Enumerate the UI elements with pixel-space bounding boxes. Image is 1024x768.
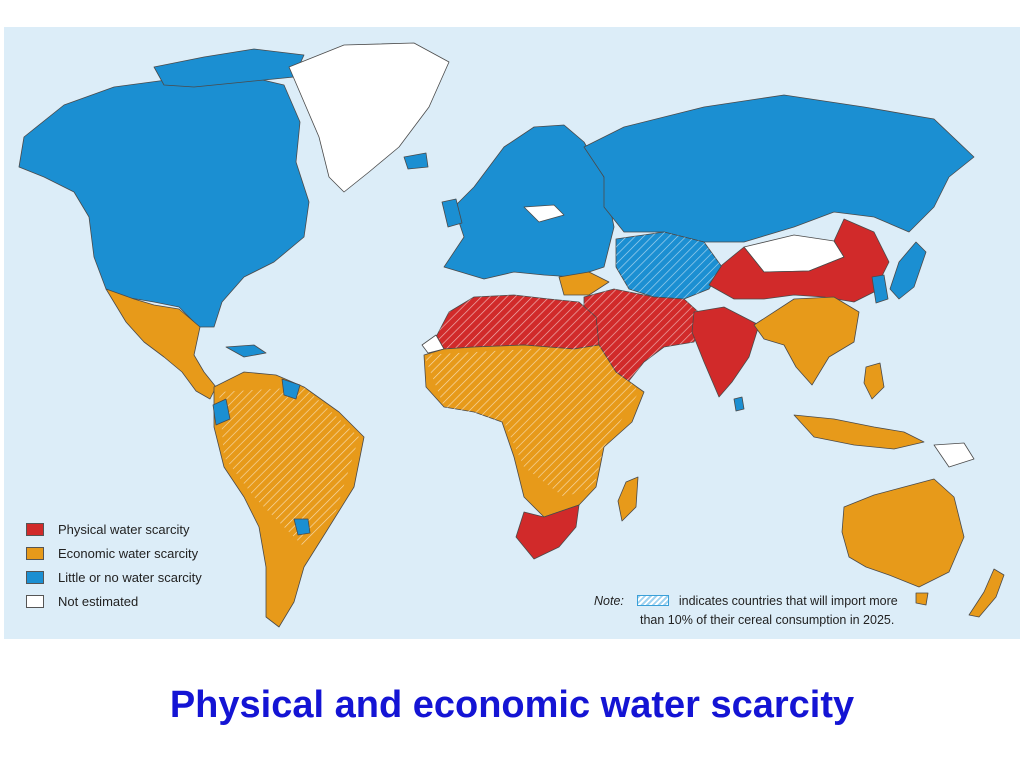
world-map-graphic [18,42,1005,628]
region-arctic-islands [153,48,305,88]
region-india [691,306,760,398]
region-north-america [18,71,310,328]
region-australia [841,478,965,588]
note-line-2: than 10% of their cereal consumption in … [640,613,895,627]
region-russia [583,94,975,243]
region-europe-unestimated [523,204,565,223]
region-venezuela [212,398,231,426]
region-china [708,218,890,303]
region-greenland [288,42,450,193]
legend-item: Little or no water scarcity [26,565,202,589]
region-guyana [281,378,301,400]
legend-swatch-physical [26,522,44,536]
legend-label: Economic water scarcity [58,545,199,561]
region-korea [871,274,889,304]
page-title: Physical and economic water scarcity [169,684,855,726]
world-map: Physical water scarcity Economic water s… [4,27,1020,639]
note-hatch-swatch [637,595,670,606]
note-line-1: indicates countries that will import mor… [678,594,898,608]
legend-label: Physical water scarcity [58,521,190,537]
legend-swatch-little [26,570,44,584]
region-uruguay [293,518,311,536]
region-philippines [863,362,885,400]
legend-item: Not estimated [26,589,202,613]
region-turkey [558,271,610,296]
region-iceland [403,152,429,170]
region-new-zealand [968,568,1005,618]
region-sub-saharan-africa-hatch [424,345,639,497]
note-label: Note: [594,594,624,608]
legend-item: Economic water scarcity [26,541,202,565]
region-papua [933,442,975,468]
region-tasmania [915,592,929,606]
region-sri-lanka [733,396,745,412]
map-legend: Physical water scarcity Economic water s… [26,517,202,613]
region-central-asia-hatch [616,232,722,299]
region-north-africa-hatch [436,295,599,349]
region-south-africa [515,504,580,560]
legend-label: Little or no water scarcity [58,569,202,585]
legend-swatch-economic [26,546,44,560]
map-note: Note: indicates countries that will impo… [594,592,898,630]
region-indonesia [793,414,925,450]
legend-swatch-not-estimated [26,594,44,608]
region-middle-east-hatch [584,289,704,387]
region-madagascar [617,476,639,522]
legend-item: Physical water scarcity [26,517,202,541]
region-southeast-asia [753,296,860,386]
region-uk [441,198,463,228]
region-south-america-hatch [219,387,359,547]
legend-label: Not estimated [58,593,139,609]
region-caribbean [225,344,267,358]
region-japan [889,241,927,300]
